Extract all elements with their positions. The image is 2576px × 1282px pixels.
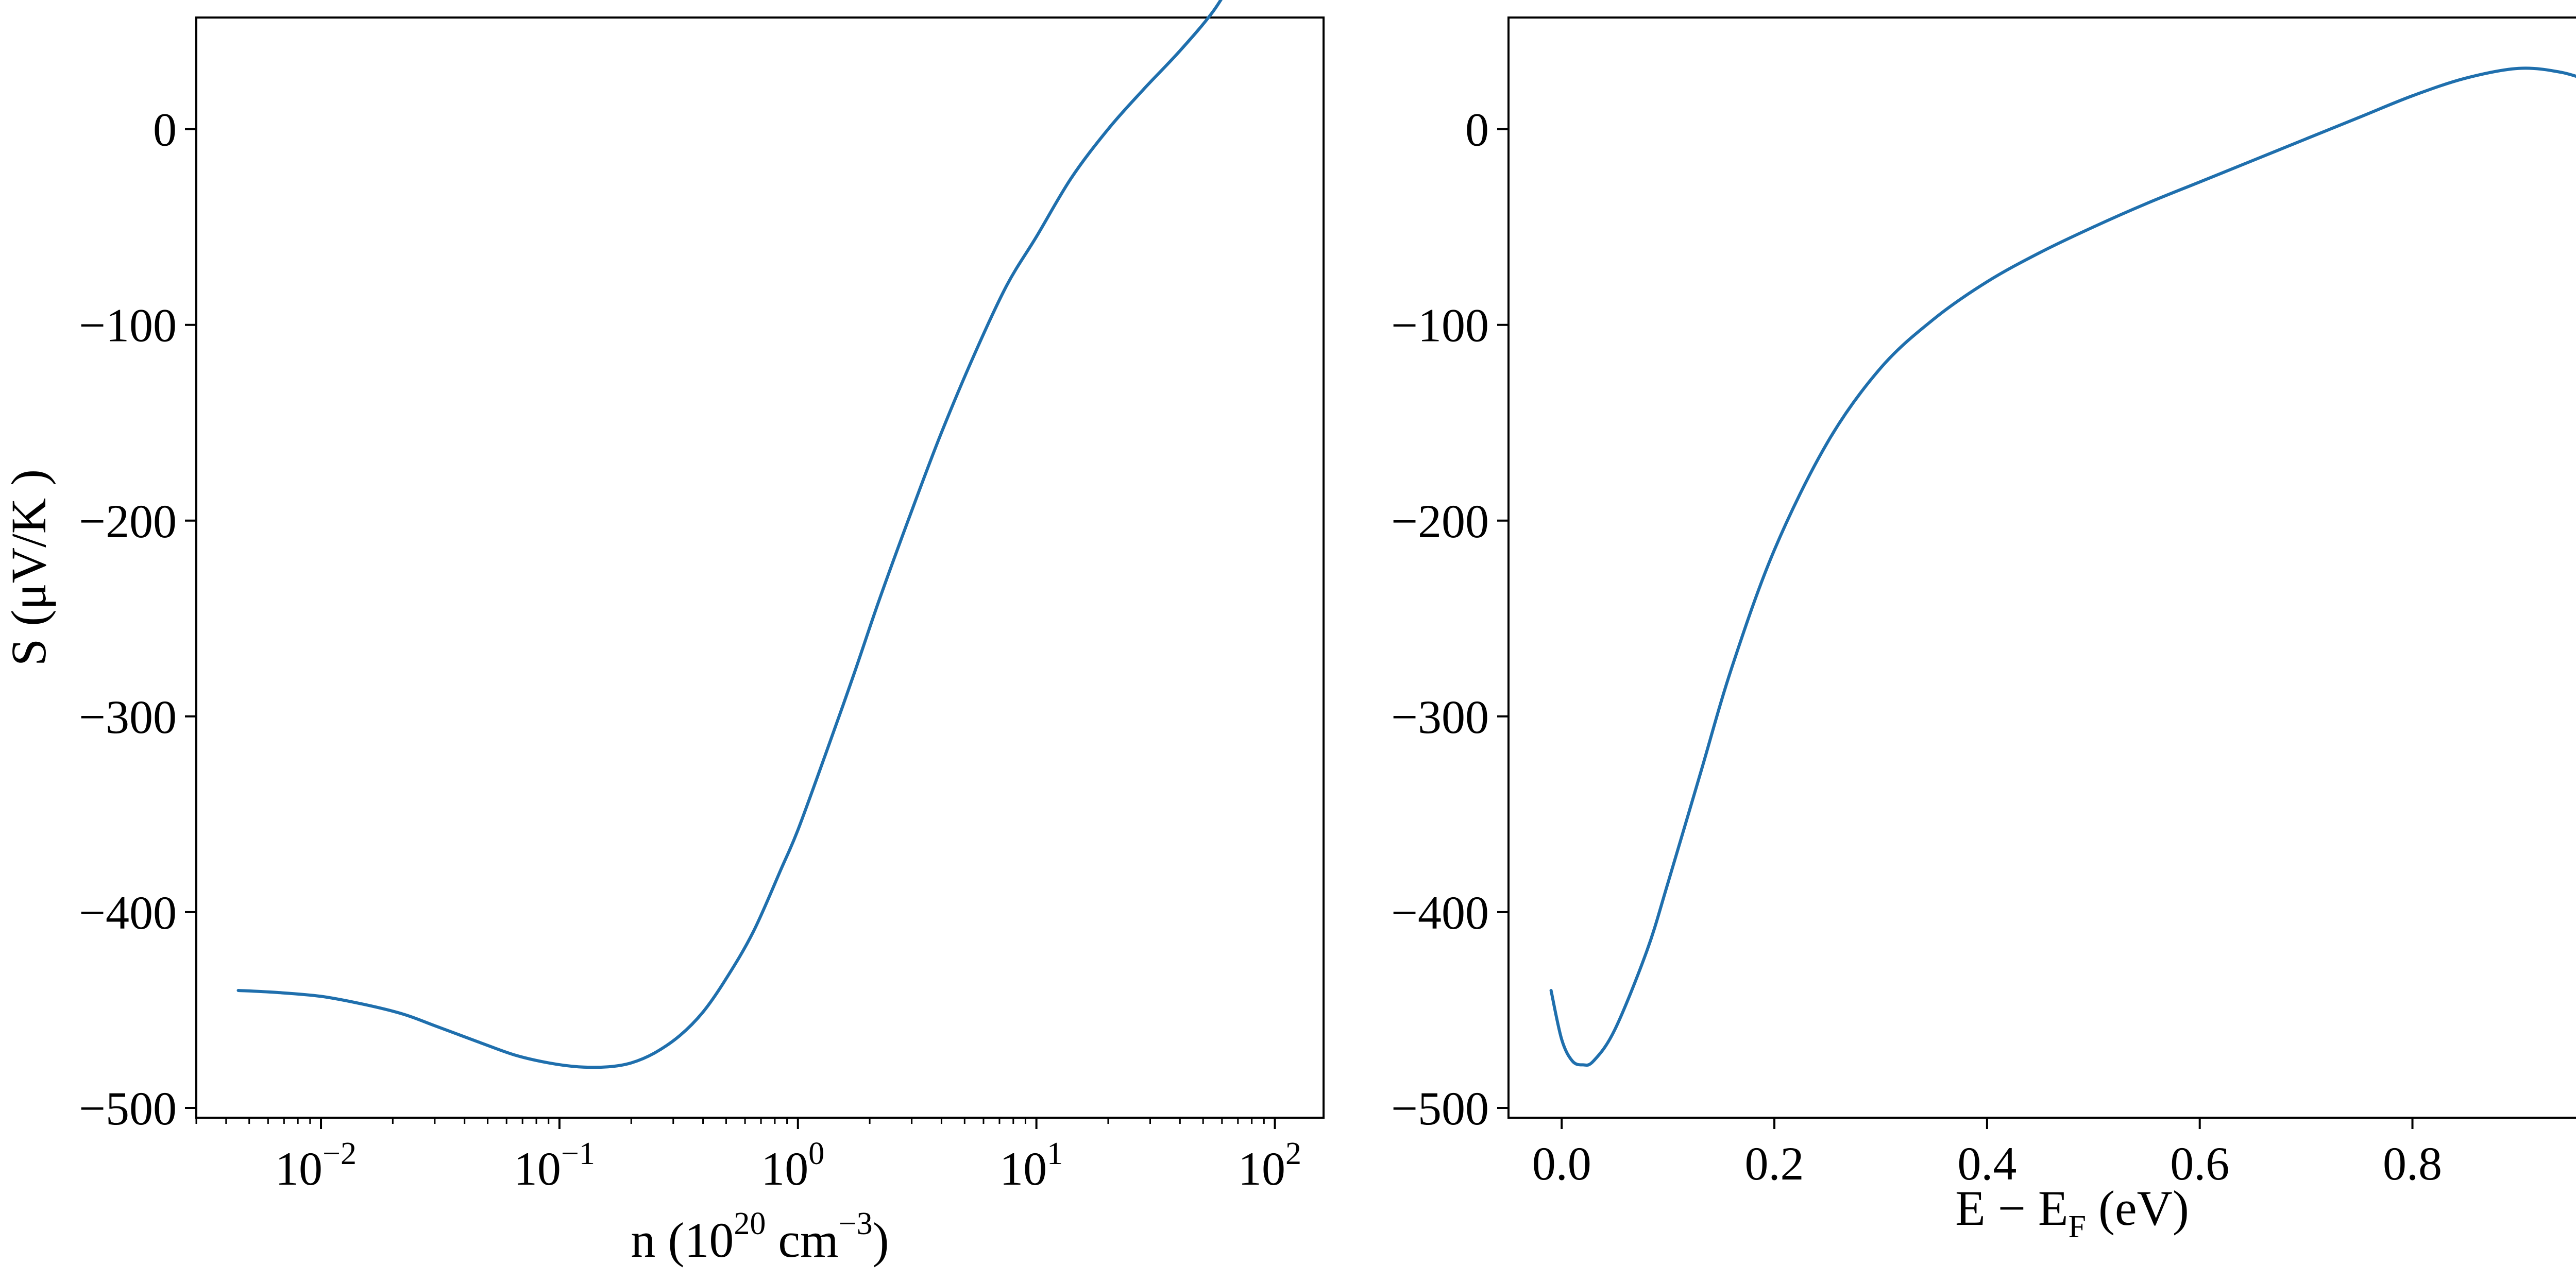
left-x-axis-label-base: n (10	[631, 1212, 734, 1268]
right-y-tick-label: −500	[1391, 1082, 1489, 1135]
right-plot-frame	[1507, 16, 2576, 1119]
left-y-tick-label: −500	[79, 1082, 177, 1135]
right-series-group	[1549, 66, 2576, 1067]
left-x-axis-label-sup2: −3	[839, 1206, 873, 1241]
right-y-tick-label: −100	[1391, 299, 1489, 352]
right-x-axis-label-base: E − E	[1955, 1181, 2068, 1236]
left-plot-frame	[195, 16, 1325, 1119]
left-series-group	[236, 0, 1223, 1069]
right-x-tick-label: 0.6	[2170, 1137, 2229, 1190]
left-y-tick-label: −100	[79, 299, 177, 352]
left-chart-panel: 0 −100 −200 −300 −400 −500 10−2 10−1 100 101 102 S…	[1, 0, 1325, 1268]
left-y-tick-label: −200	[79, 495, 177, 548]
right-x-axis-label-sub: F	[2069, 1209, 2086, 1244]
left-series-line	[236, 0, 1223, 1069]
right-x-axis-label: E − EF (eV)	[1955, 1181, 2189, 1244]
right-x-tick-label: 0.8	[2383, 1137, 2442, 1190]
left-axis-ticks: 0 −100 −200 −300 −400 −500 10−2 10−1 100 101 102	[79, 104, 1301, 1195]
left-x-axis-label: n (1020 cm−3)	[631, 1206, 889, 1268]
right-x-tick-label: 0.2	[1745, 1137, 1804, 1190]
left-x-tick-label: 101	[999, 1136, 1063, 1195]
left-y-tick-label: −400	[79, 886, 177, 939]
left-x-tick-label: 10−1	[514, 1136, 595, 1195]
left-x-tick-label: 100	[761, 1136, 824, 1195]
right-x-tick-label: 0.4	[1957, 1137, 2016, 1190]
left-y-tick-label: 0	[153, 104, 177, 156]
right-x-tick-label: 0.0	[1532, 1137, 1591, 1190]
left-x-tick-label: 102	[1238, 1136, 1301, 1195]
right-chart-panel: 0−100−200−300−400−5000.00.20.40.60.81.0 …	[1391, 16, 2576, 1244]
right-x-axis-label-end: (eV)	[2086, 1181, 2189, 1236]
left-x-axis-label-end: )	[873, 1212, 889, 1268]
left-y-axis-label: S (μV/K )	[1, 469, 56, 666]
right-y-tick-label: 0	[1465, 104, 1489, 156]
right-y-tick-label: −200	[1391, 495, 1489, 548]
left-y-tick-label: −300	[79, 691, 177, 743]
right-y-tick-label: −400	[1391, 886, 1489, 939]
left-x-axis-label-sup1: 20	[734, 1206, 766, 1241]
left-x-tick-label: 10−2	[275, 1136, 357, 1195]
left-x-axis-label-mid: cm	[766, 1212, 838, 1268]
right-series-line	[1549, 66, 2576, 1067]
right-y-tick-label: −300	[1391, 691, 1489, 743]
